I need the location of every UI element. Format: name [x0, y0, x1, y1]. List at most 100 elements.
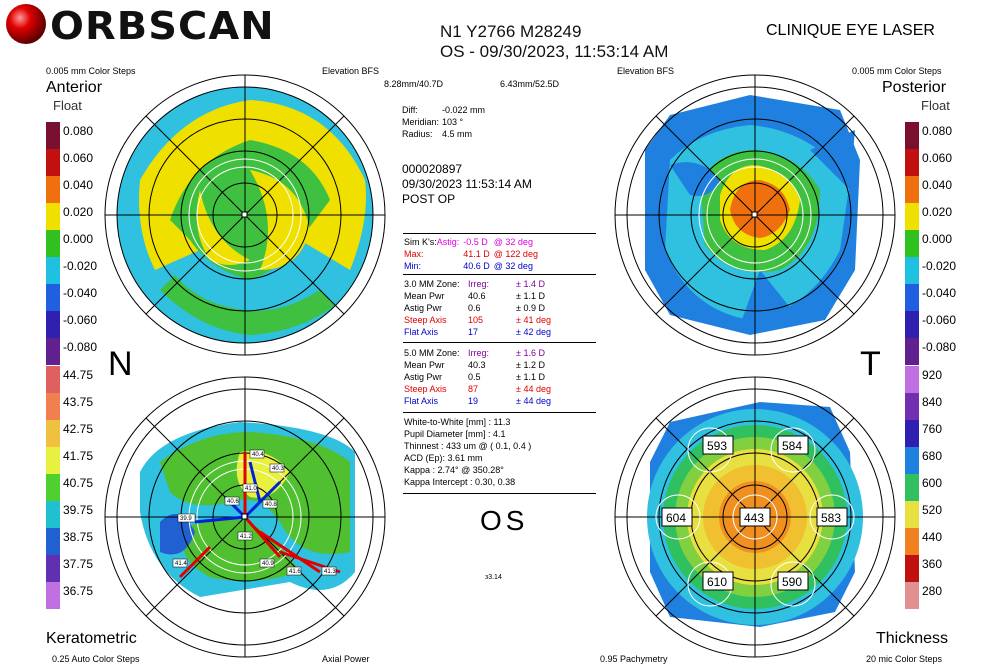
diff-label: Diff: — [402, 105, 418, 115]
zone5-flat-value: 19 — [468, 396, 479, 406]
thinnest: Thinnest : 433 um @ ( 0.1, 0.4 ) — [404, 441, 532, 451]
scale-label: 40.75 — [63, 476, 94, 490]
scale-label: -0.080 — [922, 340, 957, 354]
posterior-elevation-map[interactable] — [610, 70, 900, 360]
zone5-astig-value: 0.5 — [468, 372, 481, 382]
divider — [403, 233, 596, 234]
zone5-mean-label: Mean Pwr — [404, 360, 445, 370]
simk-astig-label: Astig: — [436, 237, 460, 247]
pupil-diameter: Pupil Diameter [mm] : 4.1 — [404, 429, 506, 439]
simk-max-deg: @ 122 deg — [493, 249, 538, 259]
temporal-label: T — [860, 345, 881, 383]
scale-label: 360 — [922, 557, 943, 571]
thickness-title: Thickness — [876, 630, 949, 647]
thickness-sup-t: 593 — [707, 439, 727, 453]
posterior-color-steps: 0.005 mm Color Steps — [852, 66, 942, 76]
zone3-mean-label: Mean Pwr — [404, 291, 445, 301]
eye-label: OS — [480, 505, 529, 536]
scale-label: 44.75 — [63, 368, 94, 382]
zone5-astig-label: Astig Pwr — [404, 372, 443, 382]
thickness-map-type: 0.95 Pachymetry — [600, 654, 668, 664]
scale-label: -0.080 — [63, 340, 98, 354]
posterior-map-type: Elevation BFS — [617, 66, 675, 76]
scale-label: 0.000 — [922, 232, 953, 246]
thickness-map[interactable]: 443 593 584 604 583 610 590 — [610, 372, 900, 662]
thickness-center: 443 — [744, 511, 764, 525]
thickness-scale-labels: 920 840 760 680 600 520 440 360 280 — [922, 362, 942, 605]
orbscan-logo: ORBSCAN — [6, 0, 276, 48]
posterior-title: Posterior — [882, 79, 947, 96]
kmarker-label: 41.4 — [175, 561, 187, 567]
simk-label: Sim K's: — [404, 237, 437, 247]
zone3-astig-value: 0.6 — [468, 303, 481, 313]
scale-label: 0.000 — [63, 232, 94, 246]
scale-label: -0.060 — [922, 313, 957, 327]
thickness-color-steps: 20 mic Color Steps — [866, 654, 943, 664]
scale-label: 38.75 — [63, 530, 94, 544]
zone5-steep-label: Steep Axis — [404, 384, 447, 394]
exam-note: POST OP — [402, 192, 456, 206]
anterior-subtitle: Float — [53, 98, 82, 113]
scale-label: 520 — [922, 503, 943, 517]
keratometric-map-type: Axial Power — [322, 654, 370, 664]
zone3-irreg-value: ± 1.4 D — [516, 279, 545, 289]
scale-label: 36.75 — [63, 584, 94, 598]
kappa-intercept: Kappa Intercept : 0.30, 0.38 — [404, 477, 516, 487]
keratometric-title: Keratometric — [46, 630, 137, 647]
scale-label: 440 — [922, 530, 943, 544]
zone3-astig-pm: ± 0.9 D — [516, 303, 545, 313]
simk-astig-deg: @ 32 deg — [493, 237, 533, 247]
thickness-color-scale — [905, 366, 919, 609]
anterior-scale-labels: 0.080 0.060 0.040 0.020 0.000 -0.020 -0.… — [63, 118, 97, 361]
simk-min-deg: @ 32 deg — [493, 261, 533, 271]
anterior-elevation-map[interactable] — [100, 70, 390, 360]
thickness-nasal: 583 — [821, 511, 841, 525]
scale-label: 0.020 — [63, 205, 94, 219]
kmarker-label: 40.4 — [252, 452, 264, 458]
divider — [403, 342, 596, 343]
anterior-title: Anterior — [46, 79, 103, 96]
zone5-steep-pm: ± 44 deg — [516, 384, 551, 394]
exam-block: 000020897 09/30/2023 11:53:14 AM POST OP — [402, 162, 532, 207]
simk-min-value: 40.6 D — [463, 261, 490, 271]
kmarker-label: 40.8 — [265, 502, 277, 508]
kmarker-label: 41.3 — [324, 569, 336, 575]
keratometric-map[interactable]: 40.4 40.3 41.0 40.8 40.6 39.9 41.2 40.9 … — [100, 372, 390, 662]
clinic-name: CLINIQUE EYE LASER — [766, 22, 935, 39]
scale-label: 600 — [922, 476, 943, 490]
zone5-mean-pm: ± 1.2 D — [516, 360, 545, 370]
scale-label: 0.040 — [63, 178, 94, 192]
zone3-mean-pm: ± 1.1 D — [516, 291, 545, 301]
zone5-label: 5.0 MM Zone: — [404, 348, 460, 358]
scale-label: 0.080 — [922, 124, 953, 138]
radius-label: Radius: — [402, 129, 433, 139]
zone3-label: 3.0 MM Zone: — [404, 279, 460, 289]
scale-label: -0.020 — [63, 259, 98, 273]
version-label: з3.14 — [485, 574, 502, 581]
kmarker-label: 41.0 — [245, 486, 257, 492]
white-to-white: White-to-White [mm] : 11.3 — [404, 417, 511, 427]
radius-value: 4.5 mm — [442, 129, 473, 139]
thickness-inf-n: 590 — [782, 575, 802, 589]
scale-label: 37.75 — [63, 557, 94, 571]
simk-max-label: Max: — [404, 249, 424, 259]
scale-label: 280 — [922, 584, 943, 598]
zone5-flat-label: Flat Axis — [404, 396, 439, 406]
kappa: Kappa : 2.74° @ 350.28° — [404, 465, 504, 475]
divider — [403, 493, 596, 494]
zone3-flat-label: Flat Axis — [404, 327, 439, 337]
exam-datetime: 09/30/2023 11:53:14 AM — [402, 177, 532, 191]
eye-datetime: OS - 09/30/2023, 11:53:14 AM — [440, 42, 669, 61]
scale-label: -0.020 — [922, 259, 957, 273]
zone3-steep-value: 105 — [468, 315, 484, 325]
thickness-temp: 604 — [666, 511, 686, 525]
zone5-flat-pm: ± 44 deg — [516, 396, 551, 406]
simk-min-label: Min: — [404, 261, 422, 271]
anterior-map-type: Elevation BFS — [322, 66, 380, 76]
acd: ACD (Ep): 3.61 mm — [404, 453, 483, 463]
anterior-color-scale — [46, 122, 60, 365]
simk-block: Sim K's:Astig: -0.5 D @ 32 deg Max: 41.1 D @… — [404, 236, 542, 272]
zone3-flat-value: 17 — [468, 327, 479, 337]
divider — [403, 274, 596, 275]
kmarker-label: 41.6 — [289, 569, 301, 575]
